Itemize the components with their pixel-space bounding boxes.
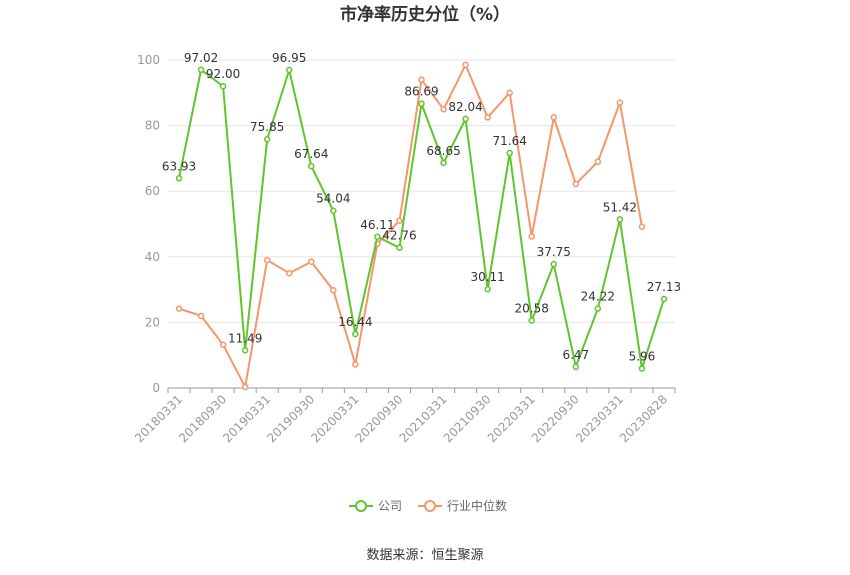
- data-label: 68.65: [426, 144, 460, 158]
- data-point: [396, 244, 403, 251]
- data-point: [440, 159, 447, 167]
- grid: [168, 59, 675, 323]
- data-label: 97.02: [184, 51, 218, 65]
- data-point: [572, 363, 580, 371]
- series-layer: 63.93 97.02 92.00 11.49 75.85 96.95 67.64 54.04…: [162, 51, 681, 391]
- series-industry-median: [175, 61, 646, 391]
- x-tick-label: 20230828: [617, 392, 670, 445]
- chart-title: 市净率历史分位（%）: [340, 4, 510, 25]
- y-tick-label: 0: [152, 381, 160, 395]
- data-point: [308, 162, 315, 170]
- data-point: [638, 223, 646, 230]
- legend-label: 行业中位数: [447, 498, 507, 513]
- data-point: [197, 66, 205, 74]
- data-point: [594, 158, 602, 165]
- data-label: 5.96: [629, 349, 656, 363]
- data-point: [594, 305, 602, 312]
- data-point: [506, 89, 513, 97]
- legend-marker: [355, 500, 367, 512]
- data-point: [550, 260, 558, 268]
- data-point: [484, 285, 491, 293]
- data-point: [241, 347, 249, 354]
- data-point: [330, 287, 337, 294]
- data-point: [197, 312, 205, 320]
- data-point: [550, 114, 558, 121]
- data-label: 46.11: [360, 218, 394, 232]
- source-note: 数据来源：恒生聚源: [366, 548, 483, 563]
- data-label: 24.22: [581, 290, 615, 304]
- data-label: 92.00: [206, 67, 240, 81]
- data-label: 37.75: [537, 245, 571, 259]
- data-point: [352, 361, 359, 368]
- data-point: [263, 256, 271, 264]
- y-tick-label: 20: [145, 315, 160, 329]
- data-label: 54.04: [316, 192, 350, 206]
- data-label: 16.44: [338, 315, 372, 329]
- data-point: [330, 207, 337, 214]
- data-point: [616, 216, 624, 223]
- data-label: 30.11: [470, 270, 504, 284]
- data-point: [528, 233, 535, 240]
- data-label: 11.49: [228, 331, 262, 345]
- data-point: [308, 258, 315, 265]
- data-point: [175, 175, 183, 182]
- data-label: 51.42: [603, 200, 637, 214]
- y-axis: 0 20 40 60 80 100: [137, 53, 160, 395]
- series-line: [178, 68, 665, 370]
- legend-item-company[interactable]: 公司: [349, 499, 402, 513]
- data-label: 6.47: [562, 348, 589, 362]
- data-point: [638, 365, 646, 372]
- y-tick-label: 80: [145, 119, 160, 133]
- data-point: [396, 217, 403, 224]
- data-label: 67.64: [294, 147, 328, 161]
- data-point: [440, 105, 447, 113]
- data-label: 63.93: [162, 159, 196, 173]
- data-point: [660, 295, 668, 303]
- legend-marker: [424, 500, 436, 512]
- data-point: [418, 100, 425, 107]
- data-point: [462, 61, 469, 69]
- data-label: 82.04: [448, 100, 482, 114]
- data-label: 27.13: [647, 280, 681, 294]
- data-point: [175, 305, 183, 312]
- x-axis: 2018033120180930201903312019093020200331…: [132, 387, 676, 445]
- data-point: [506, 149, 513, 157]
- legend-item-industry-median[interactable]: 行业中位数: [418, 498, 507, 513]
- data-point: [285, 66, 293, 74]
- data-point: [572, 180, 580, 188]
- data-point: [374, 233, 381, 241]
- y-tick-label: 60: [145, 184, 160, 198]
- data-label: 96.95: [272, 51, 306, 65]
- data-label: 42.76: [382, 229, 416, 243]
- data-label: 86.69: [404, 85, 438, 99]
- series-company: 63.93 97.02 92.00 11.49 75.85 96.95 67.64 54.04…: [162, 51, 681, 372]
- data-point: [616, 99, 624, 106]
- y-tick-label: 100: [137, 53, 160, 67]
- data-point: [219, 341, 227, 348]
- data-label: 20.58: [515, 301, 549, 315]
- data-point: [263, 135, 271, 143]
- data-point: [418, 76, 425, 83]
- legend[interactable]: 公司 行业中位数: [349, 498, 507, 513]
- data-point: [219, 82, 227, 90]
- data-point: [241, 383, 249, 391]
- series-line: [178, 63, 643, 389]
- data-point: [285, 269, 293, 277]
- data-label: 71.64: [492, 134, 526, 148]
- data-point: [352, 330, 359, 338]
- legend-label: 公司: [378, 499, 402, 513]
- data-label: 75.85: [250, 120, 284, 134]
- data-point: [528, 317, 535, 324]
- y-tick-label: 40: [145, 250, 160, 264]
- data-point: [462, 115, 469, 123]
- data-point: [484, 114, 491, 121]
